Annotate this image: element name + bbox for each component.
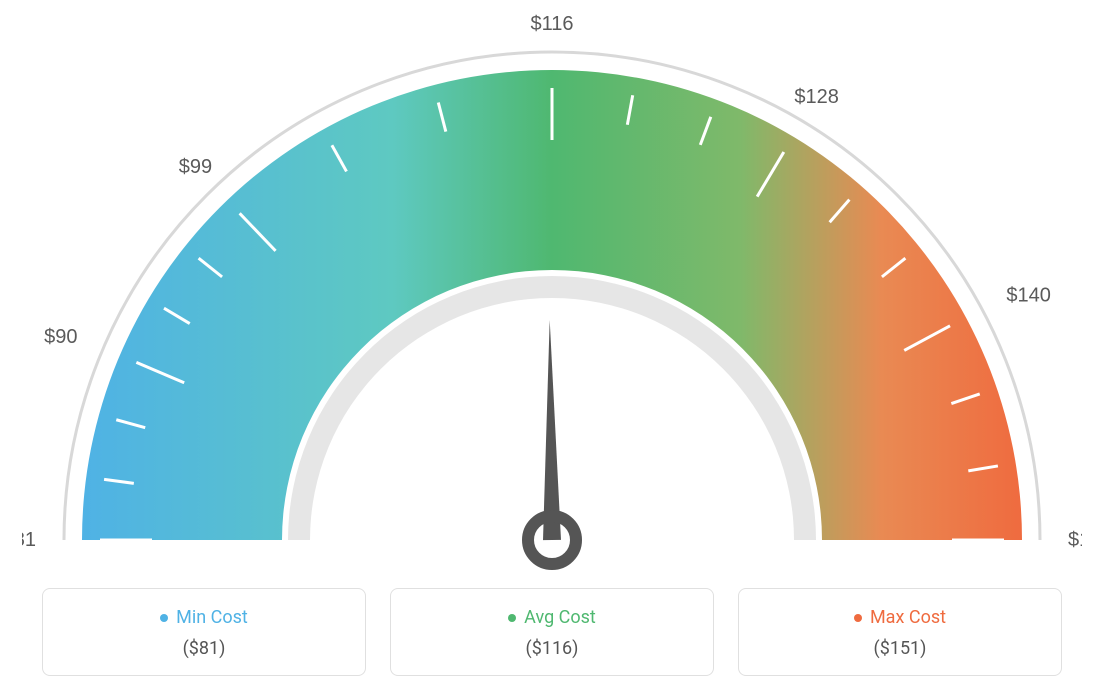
gauge-tick-label: $81 <box>22 529 36 551</box>
gauge-tick-label: $151 <box>1068 529 1082 551</box>
gauge-tick-label: $99 <box>179 156 212 178</box>
avg-cost-dot <box>508 614 516 622</box>
gauge-tick-label: $140 <box>1006 284 1050 306</box>
avg-cost-label: Avg Cost <box>524 607 596 628</box>
legend-cards: Min Cost ($81) Avg Cost ($116) Max Cost … <box>42 588 1062 676</box>
max-cost-card: Max Cost ($151) <box>738 588 1062 676</box>
max-cost-value: ($151) <box>751 638 1049 659</box>
min-cost-card: Min Cost ($81) <box>42 588 366 676</box>
avg-cost-value: ($116) <box>403 638 701 659</box>
min-cost-label: Min Cost <box>176 607 248 628</box>
avg-cost-card: Avg Cost ($116) <box>390 588 714 676</box>
avg-cost-label-row: Avg Cost <box>403 607 701 628</box>
gauge-tick-label: $128 <box>794 86 839 108</box>
gauge-needle <box>543 320 561 540</box>
gauge-tick-label: $116 <box>530 13 573 35</box>
cost-gauge-chart: $81 $90 $99 $116 $128 $140 $151 Min Cost ($81)… <box>0 0 1104 676</box>
min-cost-value: ($81) <box>55 638 353 659</box>
max-cost-label: Max Cost <box>870 607 946 628</box>
gauge-tick-label: $90 <box>44 326 77 348</box>
max-cost-dot <box>854 614 862 622</box>
gauge-svg: $81 $90 $99 $116 $128 $140 $151 <box>22 10 1082 570</box>
max-cost-label-row: Max Cost <box>751 607 1049 628</box>
min-cost-dot <box>160 614 168 622</box>
min-cost-label-row: Min Cost <box>55 607 353 628</box>
